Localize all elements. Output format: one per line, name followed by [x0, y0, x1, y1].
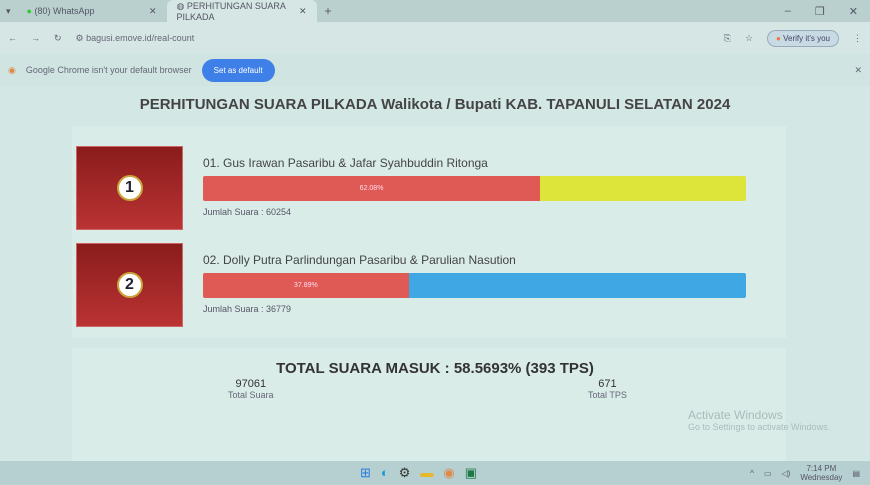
- candidate-1: 1 01. Gus Irawan Pasaribu & Jafar Syahbu…: [76, 146, 756, 236]
- windows-start-icon[interactable]: ⊞: [360, 465, 371, 480]
- vote-progress-bar: 62.08%: [203, 176, 746, 201]
- set-as-default-button[interactable]: Set as default: [201, 58, 275, 82]
- close-window-button[interactable]: ✕: [848, 5, 858, 18]
- bar-fill: 62.08%: [203, 176, 541, 201]
- candidate-name: 02. Dolly Putra Parlindungan Pasaribu & …: [203, 253, 516, 267]
- vote-count: Jumlah Suara : 36779: [203, 304, 292, 314]
- vote-count: Jumlah Suara : 60254: [203, 207, 292, 217]
- forward-icon[interactable]: →: [31, 33, 40, 43]
- file-explorer-icon[interactable]: ▬: [420, 465, 434, 480]
- candidates-card: [72, 126, 786, 338]
- translate-icon[interactable]: ⎘: [723, 32, 731, 43]
- close-tab-icon[interactable]: ✕: [148, 5, 157, 16]
- notifications-icon[interactable]: ▤: [852, 468, 860, 478]
- default-browser-infobar: ◉ Google Chrome isn't your default brows…: [0, 54, 870, 86]
- network-icon[interactable]: ▭: [763, 468, 772, 478]
- globe-icon: ◍: [176, 0, 185, 11]
- vote-progress-bar: 37.89%: [203, 273, 746, 298]
- restore-button[interactable]: ❐: [814, 5, 825, 18]
- bookmark-star-icon[interactable]: ☆: [744, 32, 754, 43]
- bar-remainder: [408, 273, 746, 298]
- tab-whatsapp[interactable]: ● (80) WhatsApp ✕: [26, 5, 157, 17]
- bar-remainder: [540, 176, 746, 201]
- total-tps-stat: 671 Total TPS: [588, 378, 627, 400]
- candidate-2: 2 02. Dolly Putra Parlindungan Pasaribu …: [76, 243, 756, 333]
- whatsapp-icon: ●: [26, 6, 32, 16]
- minimize-button[interactable]: –: [784, 4, 791, 17]
- page-title: PERHITUNGAN SUARA PILKADA Walikota / Bup…: [139, 96, 731, 113]
- candidate-photo: 1: [76, 146, 183, 230]
- excel-icon[interactable]: ▣: [464, 465, 478, 480]
- page-content: PERHITUNGAN SUARA PILKADA Walikota / Bup…: [0, 86, 870, 463]
- verify-profile-button[interactable]: ● Verify it's you: [767, 29, 839, 47]
- settings-icon[interactable]: ⚙: [398, 465, 411, 480]
- activate-windows-watermark: Activate Windows Go to Settings to activa…: [688, 408, 831, 432]
- show-hidden-icons[interactable]: ^: [750, 468, 754, 478]
- clock[interactable]: 7:14 PM Wednesday: [800, 464, 843, 482]
- reload-icon[interactable]: ↻: [54, 32, 62, 43]
- new-tab-button[interactable]: +: [324, 4, 332, 18]
- infobar-message: Google Chrome isn't your default browser: [25, 65, 192, 75]
- close-infobar-icon[interactable]: ✕: [854, 64, 862, 75]
- volume-icon[interactable]: ◁): [781, 468, 791, 478]
- avatar: ●: [776, 33, 781, 43]
- bar-fill: 37.89%: [203, 273, 409, 298]
- candidate-photo: 2: [76, 243, 183, 327]
- totals-card: [72, 348, 786, 463]
- tab-strip: ▾ ● (80) WhatsApp ✕ ◍ PERHITUNGAN SUARA P…: [0, 0, 870, 22]
- tab-real-count[interactable]: ◍ PERHITUNGAN SUARA PILKADA ✕: [166, 0, 317, 22]
- address-bar-row: ← → ↻ ⚙ bagusi.emove.id/real-count ⎘ ☆ ●…: [0, 22, 870, 54]
- url-input[interactable]: ⚙ bagusi.emove.id/real-count: [75, 32, 195, 43]
- candidate-name: 01. Gus Irawan Pasaribu & Jafar Syahbudd…: [203, 156, 488, 170]
- taskbar: ⊞ ◐ ⚙ ▬ ◉ ▣ ^ ▭ ◁) 7:14 PM Wednesday ▤: [0, 461, 870, 485]
- site-info-icon[interactable]: ⚙: [75, 32, 84, 43]
- tab-search-icon[interactable]: ▾: [6, 5, 11, 16]
- back-icon[interactable]: ←: [8, 33, 17, 43]
- edge-icon[interactable]: ◐: [380, 465, 389, 480]
- close-tab-icon[interactable]: ✕: [298, 5, 307, 16]
- total-votes-heading: TOTAL SUARA MASUK : 58.5693% (393 TPS): [276, 360, 594, 377]
- chrome-icon[interactable]: ◉: [443, 465, 455, 480]
- chrome-icon: ◉: [8, 64, 16, 75]
- total-votes-stat: 97061 Total Suara: [228, 378, 274, 400]
- menu-icon[interactable]: ⋮: [853, 32, 862, 43]
